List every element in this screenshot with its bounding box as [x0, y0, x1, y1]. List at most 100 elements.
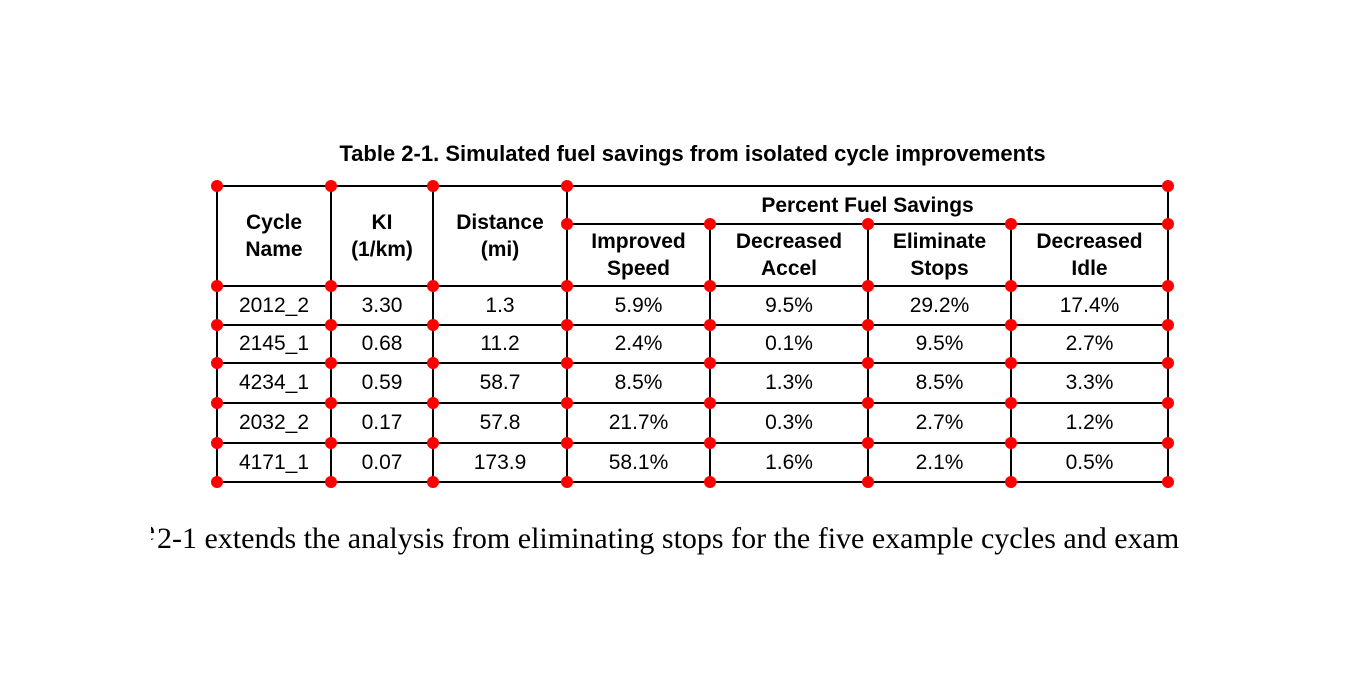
corner-marker-dot — [561, 357, 573, 369]
cell-distance: 11.2 — [432, 324, 568, 364]
cell-cycle-name: 4234_1 — [216, 362, 332, 404]
cell-decreased-idle: 2.7% — [1009, 324, 1170, 364]
corner-marker-dot — [1162, 437, 1174, 449]
corner-marker-dot — [427, 397, 439, 409]
corner-marker-dot — [211, 319, 223, 331]
table-header-group: Cycle Name KI (1/km) Distance (mi) Perce… — [216, 185, 1170, 483]
corner-marker-dot — [1162, 218, 1174, 230]
table-row: 4234_1 0.59 58.7 8.5% 1.3% 8.5% 3.3% — [216, 362, 1170, 404]
corner-marker-dot — [211, 397, 223, 409]
corner-marker-dot — [427, 180, 439, 192]
corner-marker-dot — [561, 476, 573, 488]
corner-marker-dot — [1005, 476, 1017, 488]
corner-marker-dot — [862, 280, 874, 292]
corner-marker-dot — [427, 437, 439, 449]
cell-decreased-accel: 0.3% — [709, 402, 869, 444]
col-header-distance: Distance (mi) — [432, 185, 568, 287]
col-header-ki: KI (1/km) — [330, 185, 434, 287]
corner-marker-dot — [211, 280, 223, 292]
cell-ki: 3.30 — [330, 285, 434, 326]
corner-marker-dot — [325, 180, 337, 192]
cell-eliminate-stops: 9.5% — [867, 324, 1012, 364]
corner-marker-dot — [427, 280, 439, 292]
corner-marker-dot — [1005, 218, 1017, 230]
corner-marker-dot — [1162, 476, 1174, 488]
cell-ki: 0.59 — [330, 362, 434, 404]
corner-marker-dot — [704, 319, 716, 331]
corner-marker-dot — [704, 357, 716, 369]
corner-marker-dot — [704, 476, 716, 488]
corner-marker-dot — [561, 437, 573, 449]
table-row: 2012_2 3.30 1.3 5.9% 9.5% 29.2% 17.4% — [216, 285, 1170, 326]
corner-marker-dot — [211, 180, 223, 192]
table-caption: Table 2-1. Simulated fuel savings from i… — [339, 141, 1046, 166]
cell-improved-speed: 2.4% — [566, 324, 711, 364]
corner-marker-dot — [427, 476, 439, 488]
corner-marker-dot — [325, 280, 337, 292]
header-row-top: Cycle Name KI (1/km) Distance (mi) Perce… — [216, 185, 1170, 287]
corner-marker-dot — [561, 218, 573, 230]
corner-marker-dot — [325, 437, 337, 449]
cell-cycle-name: 2012_2 — [216, 285, 332, 326]
cell-cycle-name: 2145_1 — [216, 324, 332, 364]
corner-marker-dot — [325, 357, 337, 369]
corner-marker-dot — [561, 397, 573, 409]
corner-marker-dot — [561, 319, 573, 331]
cell-eliminate-stops: 2.1% — [867, 442, 1012, 483]
corner-marker-dot — [561, 280, 573, 292]
corner-marker-dot — [1162, 180, 1174, 192]
corner-marker-dot — [1005, 319, 1017, 331]
corner-marker-dot — [325, 319, 337, 331]
corner-marker-dot — [1005, 280, 1017, 292]
cell-ki: 0.68 — [330, 324, 434, 364]
corner-marker-dot — [862, 319, 874, 331]
cell-eliminate-stops: 8.5% — [867, 362, 1012, 404]
col-header-decreased-accel: Decreased Accel — [709, 223, 869, 287]
cell-cycle-name: 2032_2 — [216, 402, 332, 444]
body-text: 2-1 extends the analysis from eliminatin… — [157, 522, 1180, 555]
table-row: 4171_1 0.07 173.9 58.1% 1.6% 2.1% 0.5% — [216, 442, 1170, 483]
cell-improved-speed: 21.7% — [566, 402, 711, 444]
clipped-text-fragment: e — [151, 514, 155, 548]
body-text-line: e2-1 extends the analysis from eliminati… — [151, 514, 1179, 556]
cell-decreased-idle: 17.4% — [1009, 285, 1170, 326]
corner-marker-dot — [1162, 280, 1174, 292]
cell-decreased-idle: 3.3% — [1009, 362, 1170, 404]
cell-decreased-idle: 1.2% — [1009, 402, 1170, 444]
col-header-decreased-idle: Decreased Idle — [1009, 223, 1170, 287]
cell-improved-speed: 5.9% — [566, 285, 711, 326]
corner-marker-dot — [211, 476, 223, 488]
col-header-improved-speed: Improved Speed — [566, 223, 711, 287]
cell-eliminate-stops: 29.2% — [867, 285, 1012, 326]
corner-marker-dot — [325, 476, 337, 488]
corner-marker-dot — [1005, 397, 1017, 409]
corner-marker-dot — [211, 437, 223, 449]
cell-decreased-accel: 9.5% — [709, 285, 869, 326]
cell-ki: 0.07 — [330, 442, 434, 483]
corner-marker-dot — [862, 476, 874, 488]
cell-eliminate-stops: 2.7% — [867, 402, 1012, 444]
cell-decreased-accel: 1.3% — [709, 362, 869, 404]
cell-distance: 173.9 — [432, 442, 568, 483]
cell-decreased-idle: 0.5% — [1009, 442, 1170, 483]
fuel-savings-table: Cycle Name KI (1/km) Distance (mi) Perce… — [216, 185, 1170, 483]
corner-marker-dot — [325, 397, 337, 409]
corner-marker-dot — [704, 218, 716, 230]
cell-improved-speed: 58.1% — [566, 442, 711, 483]
corner-marker-dot — [1162, 319, 1174, 331]
corner-marker-dot — [704, 280, 716, 292]
col-header-cycle-name: Cycle Name — [216, 185, 332, 287]
cell-distance: 57.8 — [432, 402, 568, 444]
cell-improved-speed: 8.5% — [566, 362, 711, 404]
cell-distance: 58.7 — [432, 362, 568, 404]
corner-marker-dot — [862, 357, 874, 369]
cell-ki: 0.17 — [330, 402, 434, 444]
corner-marker-dot — [1162, 397, 1174, 409]
cell-distance: 1.3 — [432, 285, 568, 326]
corner-marker-dot — [427, 357, 439, 369]
corner-marker-dot — [1162, 357, 1174, 369]
header-row-sub: Improved Speed Decreased Accel Eliminate… — [217, 223, 1170, 287]
corner-marker-dot — [704, 437, 716, 449]
corner-marker-dot — [211, 357, 223, 369]
